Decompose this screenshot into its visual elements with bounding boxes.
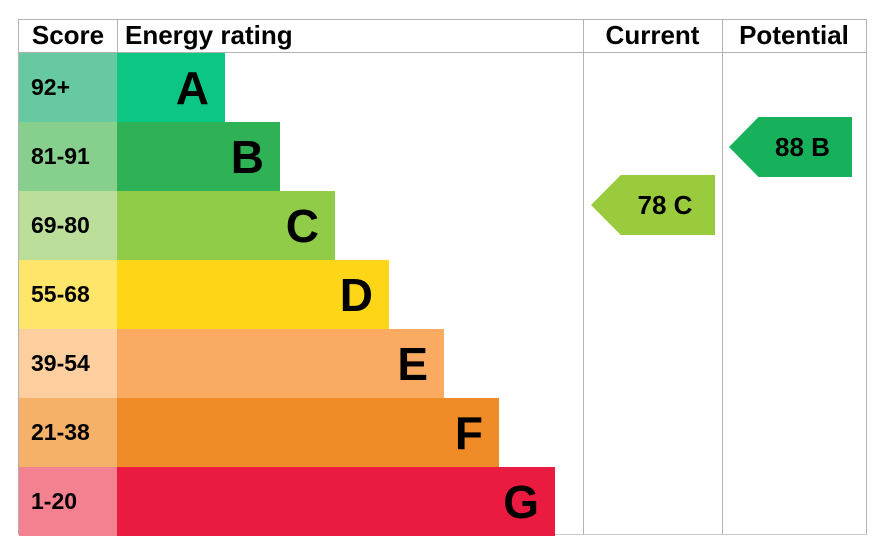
rating-bar-c: C xyxy=(117,191,335,260)
potential-rating-arrow: 88 B xyxy=(729,117,852,177)
current-rating-label: 78 C xyxy=(637,189,693,220)
band-row-a: 92+ A xyxy=(19,53,866,122)
rating-bar-d: D xyxy=(117,260,389,329)
score-range-f: 21-38 xyxy=(19,398,117,467)
score-range-a: 92+ xyxy=(19,53,117,122)
band-row-b: 81-91 B xyxy=(19,122,866,191)
band-row-g: 1-20 G xyxy=(19,467,866,536)
rating-bar-g: G xyxy=(117,467,555,536)
rating-bar-b: B xyxy=(117,122,280,191)
header-current: Current xyxy=(605,20,700,50)
score-range-b: 81-91 xyxy=(19,122,117,191)
rating-bar-a: A xyxy=(117,53,225,122)
potential-rating-label: 88 B xyxy=(775,131,830,162)
score-range-g: 1-20 xyxy=(19,467,117,536)
header-score: Score xyxy=(31,20,105,50)
score-range-d: 55-68 xyxy=(19,260,117,329)
current-column-divider xyxy=(583,20,584,534)
rating-table: Score Energy rating Current Potential 92… xyxy=(18,19,867,536)
potential-column-divider xyxy=(722,20,723,534)
band-row-d: 55-68 D xyxy=(19,260,866,329)
header-potential: Potential xyxy=(739,20,849,50)
band-row-e: 39-54 E xyxy=(19,329,866,398)
score-column-divider xyxy=(117,20,118,52)
rating-bar-e: E xyxy=(117,329,444,398)
table-header: Score Energy rating Current Potential xyxy=(19,20,866,53)
score-range-c: 69-80 xyxy=(19,191,117,260)
band-row-f: 21-38 F xyxy=(19,398,866,467)
band-rows: 92+ A 81-91 B 69-80 C 55-68 D 39-54 E 21-38 F 1-20 G xyxy=(19,53,866,536)
current-rating-arrow: 78 C xyxy=(591,175,715,235)
header-energy-rating: Energy rating xyxy=(125,20,293,50)
score-range-e: 39-54 xyxy=(19,329,117,398)
rating-bar-f: F xyxy=(117,398,499,467)
band-row-c: 69-80 C xyxy=(19,191,866,260)
